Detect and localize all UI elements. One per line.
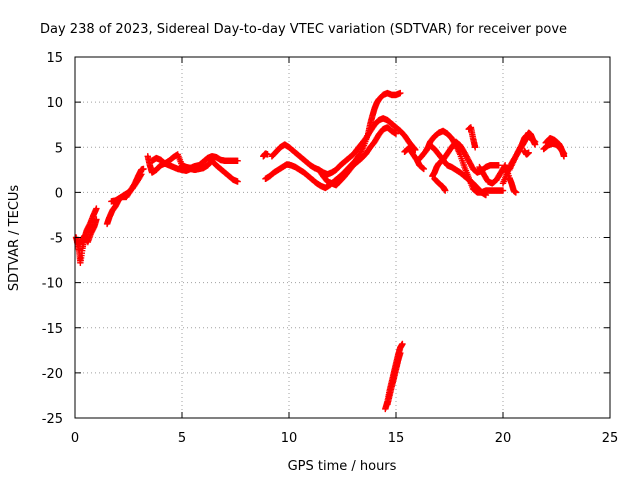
series-arc8 bbox=[262, 89, 404, 192]
series-arc24 bbox=[540, 140, 568, 157]
y-tick-label: -10 bbox=[42, 277, 63, 292]
y-tick-label: -15 bbox=[42, 322, 63, 337]
series-arc7 bbox=[260, 150, 271, 160]
series-arc4 bbox=[108, 171, 145, 205]
y-tick-label: 0 bbox=[55, 186, 63, 201]
x-tick-label: 20 bbox=[495, 431, 512, 446]
chart-title: Day 238 of 2023, Sidereal Day-to-day VTE… bbox=[40, 22, 567, 37]
x-tick-label: 0 bbox=[71, 431, 79, 446]
x-axis-label: GPS time / hours bbox=[288, 459, 397, 474]
series-arc22 bbox=[521, 147, 532, 158]
series-arc15 bbox=[427, 142, 490, 199]
data-point-plus bbox=[138, 171, 145, 178]
y-tick-label: -5 bbox=[50, 232, 63, 247]
data-point-plus bbox=[495, 162, 502, 169]
y-tick-label: 5 bbox=[55, 141, 63, 156]
data-point-plus bbox=[137, 172, 144, 179]
data-point-plus bbox=[93, 205, 100, 212]
series-arc17 bbox=[431, 175, 449, 194]
x-tick-label: 10 bbox=[281, 431, 298, 446]
series-arc21 bbox=[506, 132, 539, 174]
series-arc2 bbox=[72, 216, 100, 248]
y-tick-labels: -25 -20 -15 -10 -5 0 5 10 15 bbox=[42, 51, 63, 427]
y-tick-label: 10 bbox=[46, 96, 63, 111]
data-point-plus bbox=[531, 138, 539, 146]
data-point-plus bbox=[420, 165, 428, 173]
x-tick-label: 15 bbox=[388, 431, 405, 446]
data-point-plus bbox=[399, 340, 406, 348]
series-arc6 bbox=[148, 154, 241, 185]
data-point-plus bbox=[525, 149, 532, 156]
axis-ticks bbox=[74, 56, 611, 419]
y-axis-label: SDTVAR / TECUs bbox=[7, 185, 22, 292]
data-point-plus bbox=[397, 89, 404, 97]
data-point-plus bbox=[560, 150, 568, 157]
data-point-plus bbox=[234, 178, 241, 185]
data-point-plus bbox=[397, 349, 404, 357]
gridlines bbox=[75, 57, 610, 418]
data-point-plus bbox=[392, 130, 400, 137]
y-tick-label: -25 bbox=[42, 412, 63, 427]
y-tick-label: 15 bbox=[46, 51, 63, 66]
data-point-plus bbox=[140, 165, 147, 173]
series-arc10 bbox=[315, 124, 400, 189]
x-tick-labels: 0 5 10 15 20 25 bbox=[71, 431, 618, 446]
data-point-plus bbox=[482, 191, 490, 199]
data-point-plus bbox=[264, 151, 271, 158]
series-arc12 bbox=[384, 349, 404, 408]
y-tick-label: -20 bbox=[42, 367, 63, 382]
data-point-plus bbox=[93, 216, 100, 223]
data-point-plus bbox=[512, 189, 520, 196]
x-tick-label: 25 bbox=[602, 431, 619, 446]
x-tick-label: 5 bbox=[178, 431, 186, 446]
data-point-plus bbox=[442, 187, 449, 194]
data-point-plus bbox=[499, 187, 507, 194]
data-point-plus bbox=[234, 157, 241, 164]
data-points bbox=[72, 89, 568, 413]
data-point-plus bbox=[471, 144, 479, 151]
series-arc18 bbox=[465, 124, 479, 151]
